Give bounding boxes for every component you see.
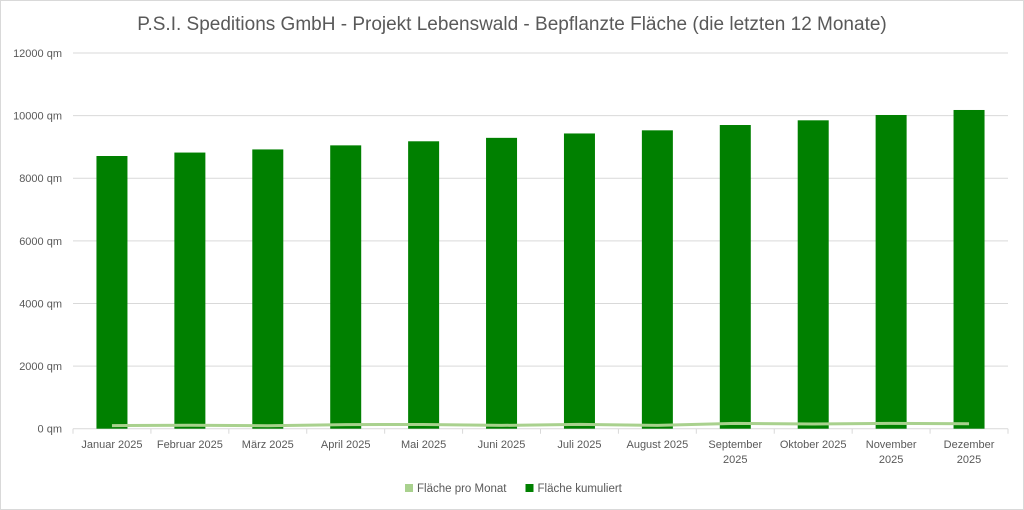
x-tick-label-line: April 2025 xyxy=(321,439,371,451)
x-tick-label-line: Mai 2025 xyxy=(401,439,446,451)
x-tick-label: August 2025 xyxy=(626,439,688,451)
y-tick-label: 12000 qm xyxy=(13,48,62,60)
y-tick-label: 2000 qm xyxy=(19,361,62,373)
x-tick-label-line: 2025 xyxy=(957,454,981,466)
x-tick-label-line: Januar 2025 xyxy=(81,439,142,451)
legend-swatch xyxy=(525,484,534,492)
x-tick-label: Mai 2025 xyxy=(401,439,446,451)
bar xyxy=(719,125,751,429)
x-tick-label-line: November xyxy=(866,439,917,451)
bar xyxy=(174,152,206,429)
chart-title: P.S.I. Speditions GmbH - Projekt Lebensw… xyxy=(137,14,887,35)
x-tick-label: November 2025 xyxy=(866,439,917,466)
legend-label: Fläche kumuliert xyxy=(538,483,623,495)
x-tick-label-line: 2025 xyxy=(723,454,747,466)
bar xyxy=(330,145,362,429)
bar xyxy=(486,137,518,429)
y-tick-label: 10000 qm xyxy=(13,111,62,123)
y-tick-label: 8000 qm xyxy=(19,173,62,185)
x-tick-label: Februar 2025 xyxy=(157,439,223,451)
x-tick-label: Juni 2025 xyxy=(478,439,526,451)
x-tick-label: März 2025 xyxy=(242,439,294,451)
x-tick-label-line: Februar 2025 xyxy=(157,439,223,451)
bar xyxy=(641,130,673,429)
x-tick-label: Dezember 2025 xyxy=(944,439,995,466)
bar xyxy=(408,141,440,429)
y-tick-label: 4000 qm xyxy=(19,298,62,310)
x-tick-label-line: März 2025 xyxy=(242,439,294,451)
bar xyxy=(563,133,595,429)
bar xyxy=(797,120,829,429)
legend-swatch xyxy=(405,484,413,492)
bar xyxy=(252,149,284,429)
x-tick-label: September 2025 xyxy=(708,439,762,466)
x-tick-label-line: Juli 2025 xyxy=(557,439,601,451)
x-tick-label: Juli 2025 xyxy=(557,439,601,451)
x-tick-label-line: Dezember xyxy=(944,439,995,451)
x-tick-label-line: Juni 2025 xyxy=(478,439,526,451)
bar xyxy=(953,109,985,429)
x-tick-label: April 2025 xyxy=(321,439,371,451)
x-tick-label: Januar 2025 xyxy=(81,439,142,451)
x-tick-label-line: 2025 xyxy=(879,454,903,466)
legend-label: Fläche pro Monat xyxy=(417,483,507,495)
series-line xyxy=(111,421,970,428)
x-tick-label: Oktober 2025 xyxy=(780,439,847,451)
x-tick-label-line: September xyxy=(708,439,762,451)
bar xyxy=(96,156,128,429)
y-tick-label: 0 qm xyxy=(38,424,62,436)
x-tick-label-line: August 2025 xyxy=(626,439,688,451)
bar xyxy=(875,114,907,429)
x-tick-label-line: Oktober 2025 xyxy=(780,439,847,451)
y-tick-label: 6000 qm xyxy=(19,236,62,248)
